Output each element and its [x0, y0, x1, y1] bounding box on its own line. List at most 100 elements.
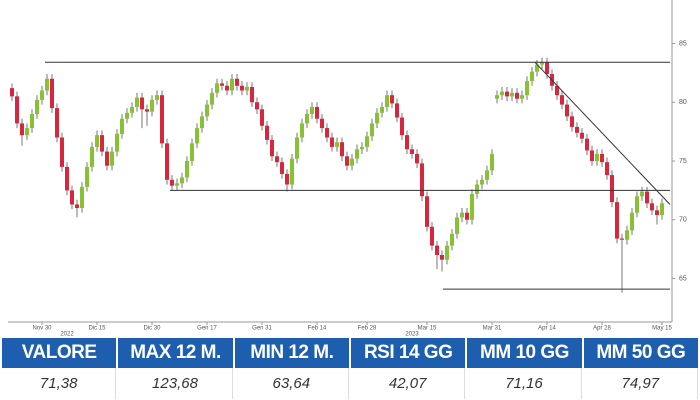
candle-body — [70, 190, 74, 205]
candle-body — [165, 143, 169, 180]
candle-body — [220, 83, 224, 86]
candle-body — [160, 95, 164, 144]
candle-body — [525, 81, 529, 96]
candle-body — [295, 137, 299, 159]
candle-body — [270, 139, 274, 157]
candle-body — [205, 104, 209, 117]
candle-body — [110, 151, 114, 166]
value-cell: 123,68 — [118, 368, 233, 399]
candle-body — [125, 112, 129, 119]
candle-body — [635, 196, 639, 213]
candle-body — [435, 245, 439, 256]
candle-body — [645, 191, 649, 204]
candle-body — [585, 138, 589, 151]
candle-body — [170, 179, 174, 186]
candle-body — [485, 170, 489, 180]
candle-body — [440, 255, 444, 260]
x-tick-label: Mar 31 — [483, 326, 502, 332]
candle-body — [530, 71, 534, 82]
header-cell: MIN 12 M. — [234, 338, 349, 368]
candle-body — [135, 97, 139, 107]
candle-body — [390, 95, 394, 104]
value-cell: 63,64 — [235, 368, 349, 399]
x-year-label: 2022 — [60, 332, 74, 336]
candle-body — [655, 210, 659, 216]
y-tick-label: 75 — [679, 158, 687, 165]
candle-body — [415, 153, 419, 164]
candle-body — [25, 128, 29, 136]
candle-body — [80, 186, 84, 209]
chart-bg — [0, 0, 700, 336]
candle-body — [410, 149, 414, 154]
candle-body — [640, 191, 644, 197]
candle-body — [290, 158, 294, 185]
candle-body — [510, 92, 514, 97]
candle-body — [10, 88, 14, 97]
candle-body — [325, 128, 329, 138]
value-cell: 71,38 — [2, 368, 117, 399]
candle-body — [285, 173, 289, 185]
candle-body — [130, 106, 134, 113]
candle-body — [195, 128, 199, 144]
stats-table: VALORE MAX 12 M. MIN 12 M. RSI 14 GG MM 10 G… — [0, 338, 700, 399]
candle-body — [40, 90, 44, 100]
header-cell: MM 50 GG — [583, 338, 698, 368]
candle-body — [145, 109, 149, 112]
x-tick-label: Apr 14 — [538, 326, 556, 332]
candle-body — [595, 153, 599, 161]
candle-body — [495, 95, 499, 99]
candle-body — [65, 166, 69, 191]
candle-body — [240, 85, 244, 91]
x-tick-label: Feb 28 — [358, 326, 377, 332]
candle-body — [315, 106, 319, 119]
candle-body — [520, 95, 524, 99]
candle-body — [100, 135, 104, 152]
candle-body — [575, 126, 579, 133]
y-tick-label: 85 — [679, 40, 687, 47]
candle-body — [460, 212, 464, 218]
candle-body — [105, 151, 109, 166]
candle-body — [155, 95, 159, 100]
candle-body — [430, 226, 434, 246]
y-tick-label: 80 — [679, 99, 687, 106]
candle-body — [420, 163, 424, 197]
candle-body — [450, 233, 454, 246]
value-row: 71,38 123,68 63,64 42,07 71,16 74,97 — [2, 368, 698, 399]
candle-body — [50, 78, 54, 109]
candle-body — [115, 133, 119, 152]
candle-body — [330, 137, 334, 147]
header-cell: RSI 14 GG — [350, 338, 466, 368]
candle-body — [380, 106, 384, 113]
candle-body — [480, 179, 484, 185]
candle-body — [275, 156, 279, 163]
candle-body — [250, 86, 254, 103]
candle-body — [545, 62, 549, 75]
value-cell: 74,97 — [584, 368, 698, 399]
candle-body — [490, 153, 494, 171]
trend-line — [534, 61, 671, 205]
y-tick-label: 70 — [679, 217, 687, 224]
candle-body — [225, 85, 229, 91]
candle-body — [140, 97, 144, 110]
value-cell: 42,07 — [351, 368, 466, 399]
x-tick-label: May 15 — [652, 326, 672, 332]
candle-body — [90, 146, 94, 167]
candle-body — [235, 78, 239, 86]
y-tick-label: 65 — [679, 275, 687, 282]
candle-body — [175, 183, 179, 186]
candle-body — [345, 156, 349, 166]
candle-body — [190, 143, 194, 161]
x-tick-label: Feb 14 — [308, 326, 327, 332]
candle-body — [615, 202, 619, 239]
candle-body — [395, 103, 399, 118]
candle-body — [560, 95, 564, 105]
x-tick-label: Dic 30 — [143, 326, 161, 332]
candle-body — [280, 162, 284, 174]
header-cell: VALORE — [2, 338, 117, 368]
candle-body — [425, 196, 429, 227]
candle-body — [55, 108, 59, 138]
candle-body — [535, 64, 539, 72]
candle-body — [565, 104, 569, 117]
candle-body — [610, 175, 614, 203]
candle-body — [500, 91, 504, 96]
